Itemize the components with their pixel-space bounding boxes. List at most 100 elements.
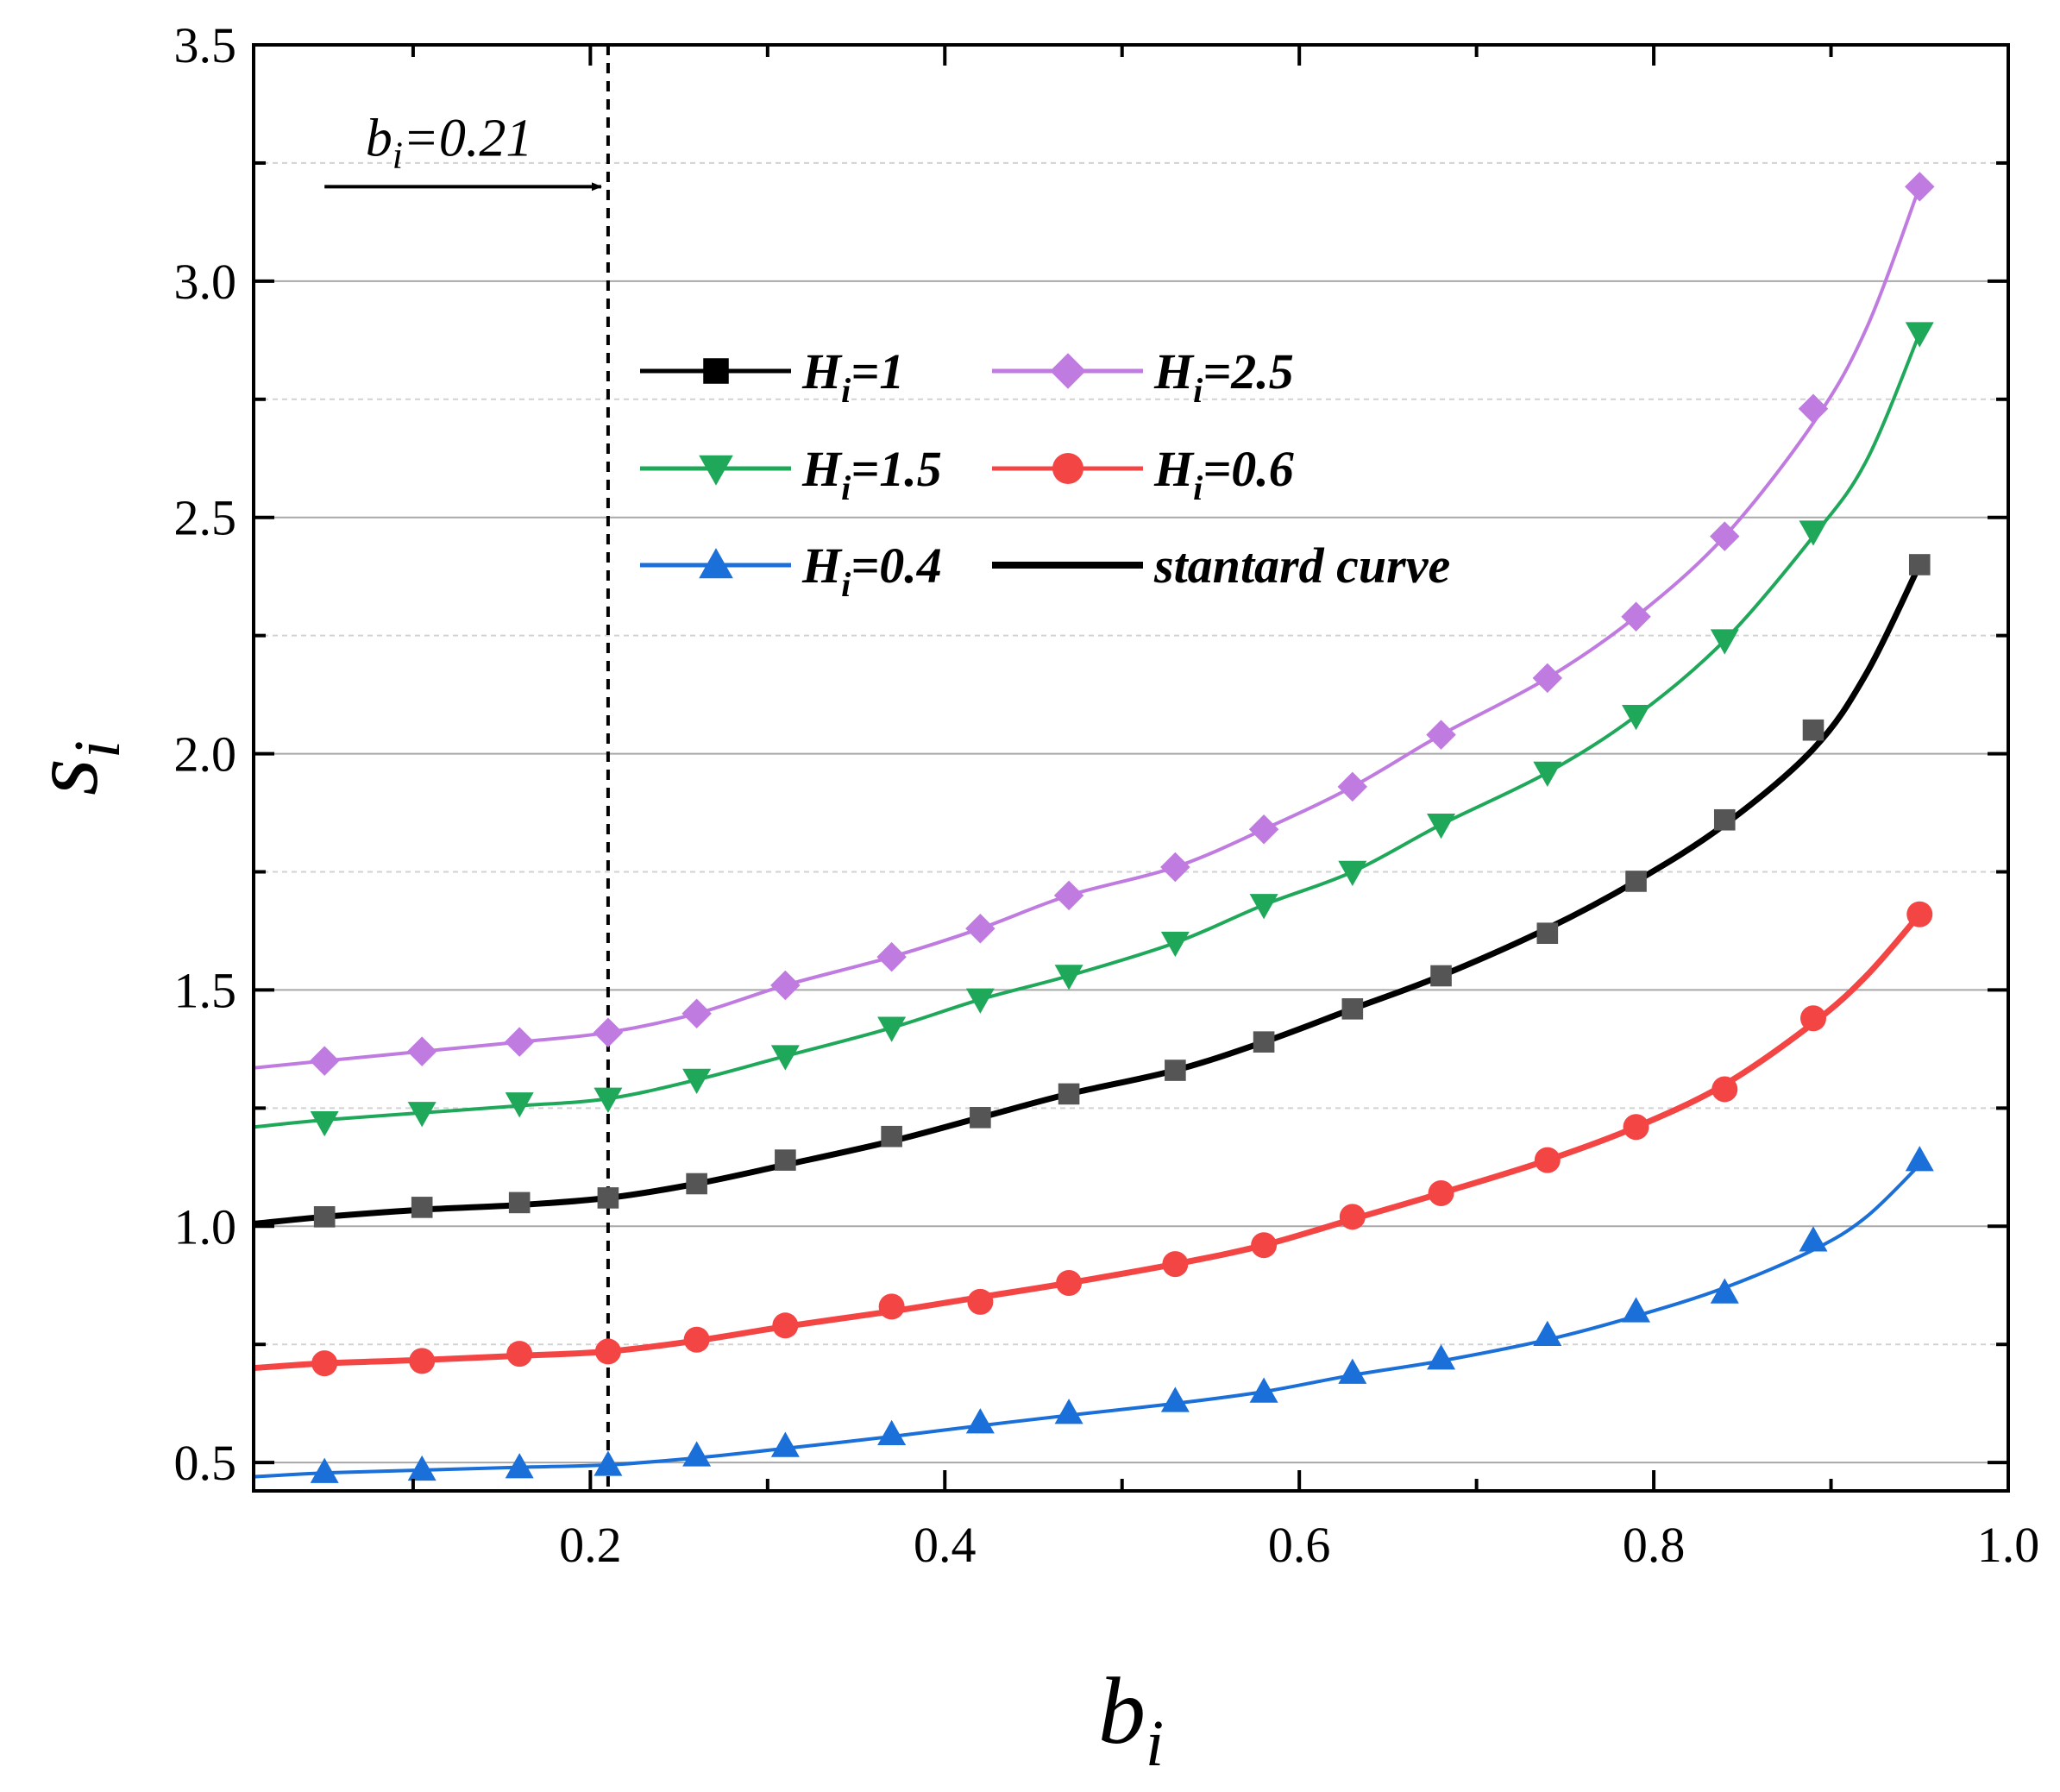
curve-Hi-2.5 bbox=[254, 185, 1922, 1070]
x-tick-label: 0.2 bbox=[559, 1517, 622, 1573]
y-tick-label: 1.5 bbox=[174, 962, 237, 1018]
data-point bbox=[1622, 705, 1651, 731]
annotation-label: bi=0.21 bbox=[366, 109, 533, 176]
data-point bbox=[407, 1455, 436, 1481]
data-point bbox=[1906, 901, 1933, 927]
data-point bbox=[1710, 521, 1740, 551]
data-point bbox=[1160, 852, 1190, 883]
data-point bbox=[1905, 172, 1935, 202]
data-point bbox=[1341, 998, 1364, 1020]
series-H_i=0.6 bbox=[311, 901, 1933, 1377]
data-point bbox=[1536, 922, 1559, 944]
data-point bbox=[970, 1107, 991, 1129]
legend-entry: Hi=1 bbox=[640, 343, 904, 410]
data-point bbox=[504, 1027, 535, 1057]
y-tick-label: 2.5 bbox=[174, 490, 237, 546]
series-H_i=0.4 bbox=[310, 1146, 1934, 1483]
data-point bbox=[683, 1326, 710, 1353]
y-tick-label: 3.5 bbox=[174, 17, 237, 73]
data-point bbox=[682, 1441, 712, 1467]
data-point bbox=[772, 1312, 799, 1339]
data-point bbox=[313, 1206, 336, 1228]
data-point bbox=[310, 1457, 339, 1483]
data-point bbox=[310, 1111, 339, 1137]
data-point bbox=[506, 1341, 533, 1368]
data-point bbox=[1249, 1377, 1278, 1403]
data-point bbox=[1428, 1179, 1454, 1206]
data-point bbox=[881, 1125, 902, 1148]
data-point bbox=[965, 913, 995, 944]
x-tick-label: 0.6 bbox=[1268, 1517, 1331, 1573]
data-point bbox=[1533, 1320, 1562, 1347]
series-H_i=2.5 bbox=[309, 172, 1935, 1076]
data-point bbox=[1800, 1005, 1826, 1032]
data-point bbox=[1908, 554, 1931, 575]
data-point bbox=[681, 998, 712, 1029]
data-point bbox=[1905, 1146, 1934, 1172]
data-point bbox=[597, 1187, 619, 1209]
data-point bbox=[1713, 808, 1736, 831]
data-point bbox=[594, 1087, 623, 1113]
data-point bbox=[1165, 1059, 1186, 1081]
legend-entry: Hi=2.5 bbox=[992, 343, 1294, 410]
data-point bbox=[1430, 965, 1452, 987]
series-H_i=1.5 bbox=[310, 322, 1934, 1137]
data-point bbox=[1710, 629, 1739, 655]
legend-entry: Hi=0.4 bbox=[640, 538, 942, 604]
data-point bbox=[311, 1350, 338, 1377]
data-point bbox=[505, 1453, 534, 1479]
data-point bbox=[775, 1149, 796, 1171]
data-point bbox=[1799, 520, 1828, 546]
data-point bbox=[876, 941, 907, 972]
annotation: bi=0.21 bbox=[324, 45, 610, 1491]
y-tick-label: 0.5 bbox=[174, 1435, 237, 1491]
data-point bbox=[1251, 1232, 1278, 1259]
legend-label: Hi=1.5 bbox=[801, 441, 942, 507]
y-tick-label: 2.0 bbox=[174, 726, 237, 783]
legend-label: Hi=0.4 bbox=[801, 538, 942, 604]
x-tick-label: 0.8 bbox=[1623, 1517, 1686, 1573]
legend-marker bbox=[699, 455, 733, 486]
data-point bbox=[505, 1092, 534, 1118]
data-point bbox=[1802, 719, 1824, 741]
data-point bbox=[1625, 871, 1647, 892]
data-markers bbox=[309, 172, 1935, 1483]
data-point bbox=[1798, 393, 1829, 424]
legend: Hi=1 Hi=2.5 Hi=1.5 Hi=0.6 Hi=0.4 stantard cur… bbox=[640, 343, 1450, 604]
data-point bbox=[770, 970, 801, 1001]
data-point bbox=[508, 1192, 531, 1214]
legend-entry: Hi=1.5 bbox=[640, 441, 942, 507]
legend-label: Hi=2.5 bbox=[1153, 343, 1294, 410]
data-point bbox=[1053, 880, 1084, 911]
data-point bbox=[1058, 1083, 1080, 1105]
data-point bbox=[409, 1348, 436, 1374]
data-point bbox=[967, 1288, 994, 1315]
legend-marker bbox=[703, 358, 729, 384]
data-point bbox=[1337, 771, 1368, 802]
data-point bbox=[1711, 1076, 1738, 1103]
legend-marker bbox=[1050, 353, 1086, 389]
data-point bbox=[1427, 1344, 1456, 1370]
data-point bbox=[1533, 761, 1562, 787]
data-point bbox=[965, 1408, 995, 1434]
data-point bbox=[406, 1036, 437, 1066]
legend-label: Hi=1 bbox=[801, 343, 904, 410]
data-point bbox=[770, 1431, 800, 1457]
data-point bbox=[770, 1045, 800, 1071]
legend-marker bbox=[1052, 453, 1083, 484]
data-point bbox=[1623, 1114, 1649, 1141]
plot-frame bbox=[252, 43, 2010, 1493]
curve-Hi-0.4 bbox=[254, 1163, 1922, 1479]
data-point bbox=[1253, 1031, 1275, 1053]
data-point bbox=[309, 1046, 340, 1076]
data-point bbox=[877, 1419, 907, 1446]
series-H_i=1 bbox=[313, 554, 1931, 1228]
data-point bbox=[1532, 663, 1563, 694]
data-point bbox=[1338, 1358, 1367, 1384]
data-point bbox=[407, 1102, 436, 1128]
data-point bbox=[686, 1173, 707, 1195]
data-point bbox=[1622, 1297, 1651, 1323]
data-point bbox=[1249, 894, 1278, 920]
